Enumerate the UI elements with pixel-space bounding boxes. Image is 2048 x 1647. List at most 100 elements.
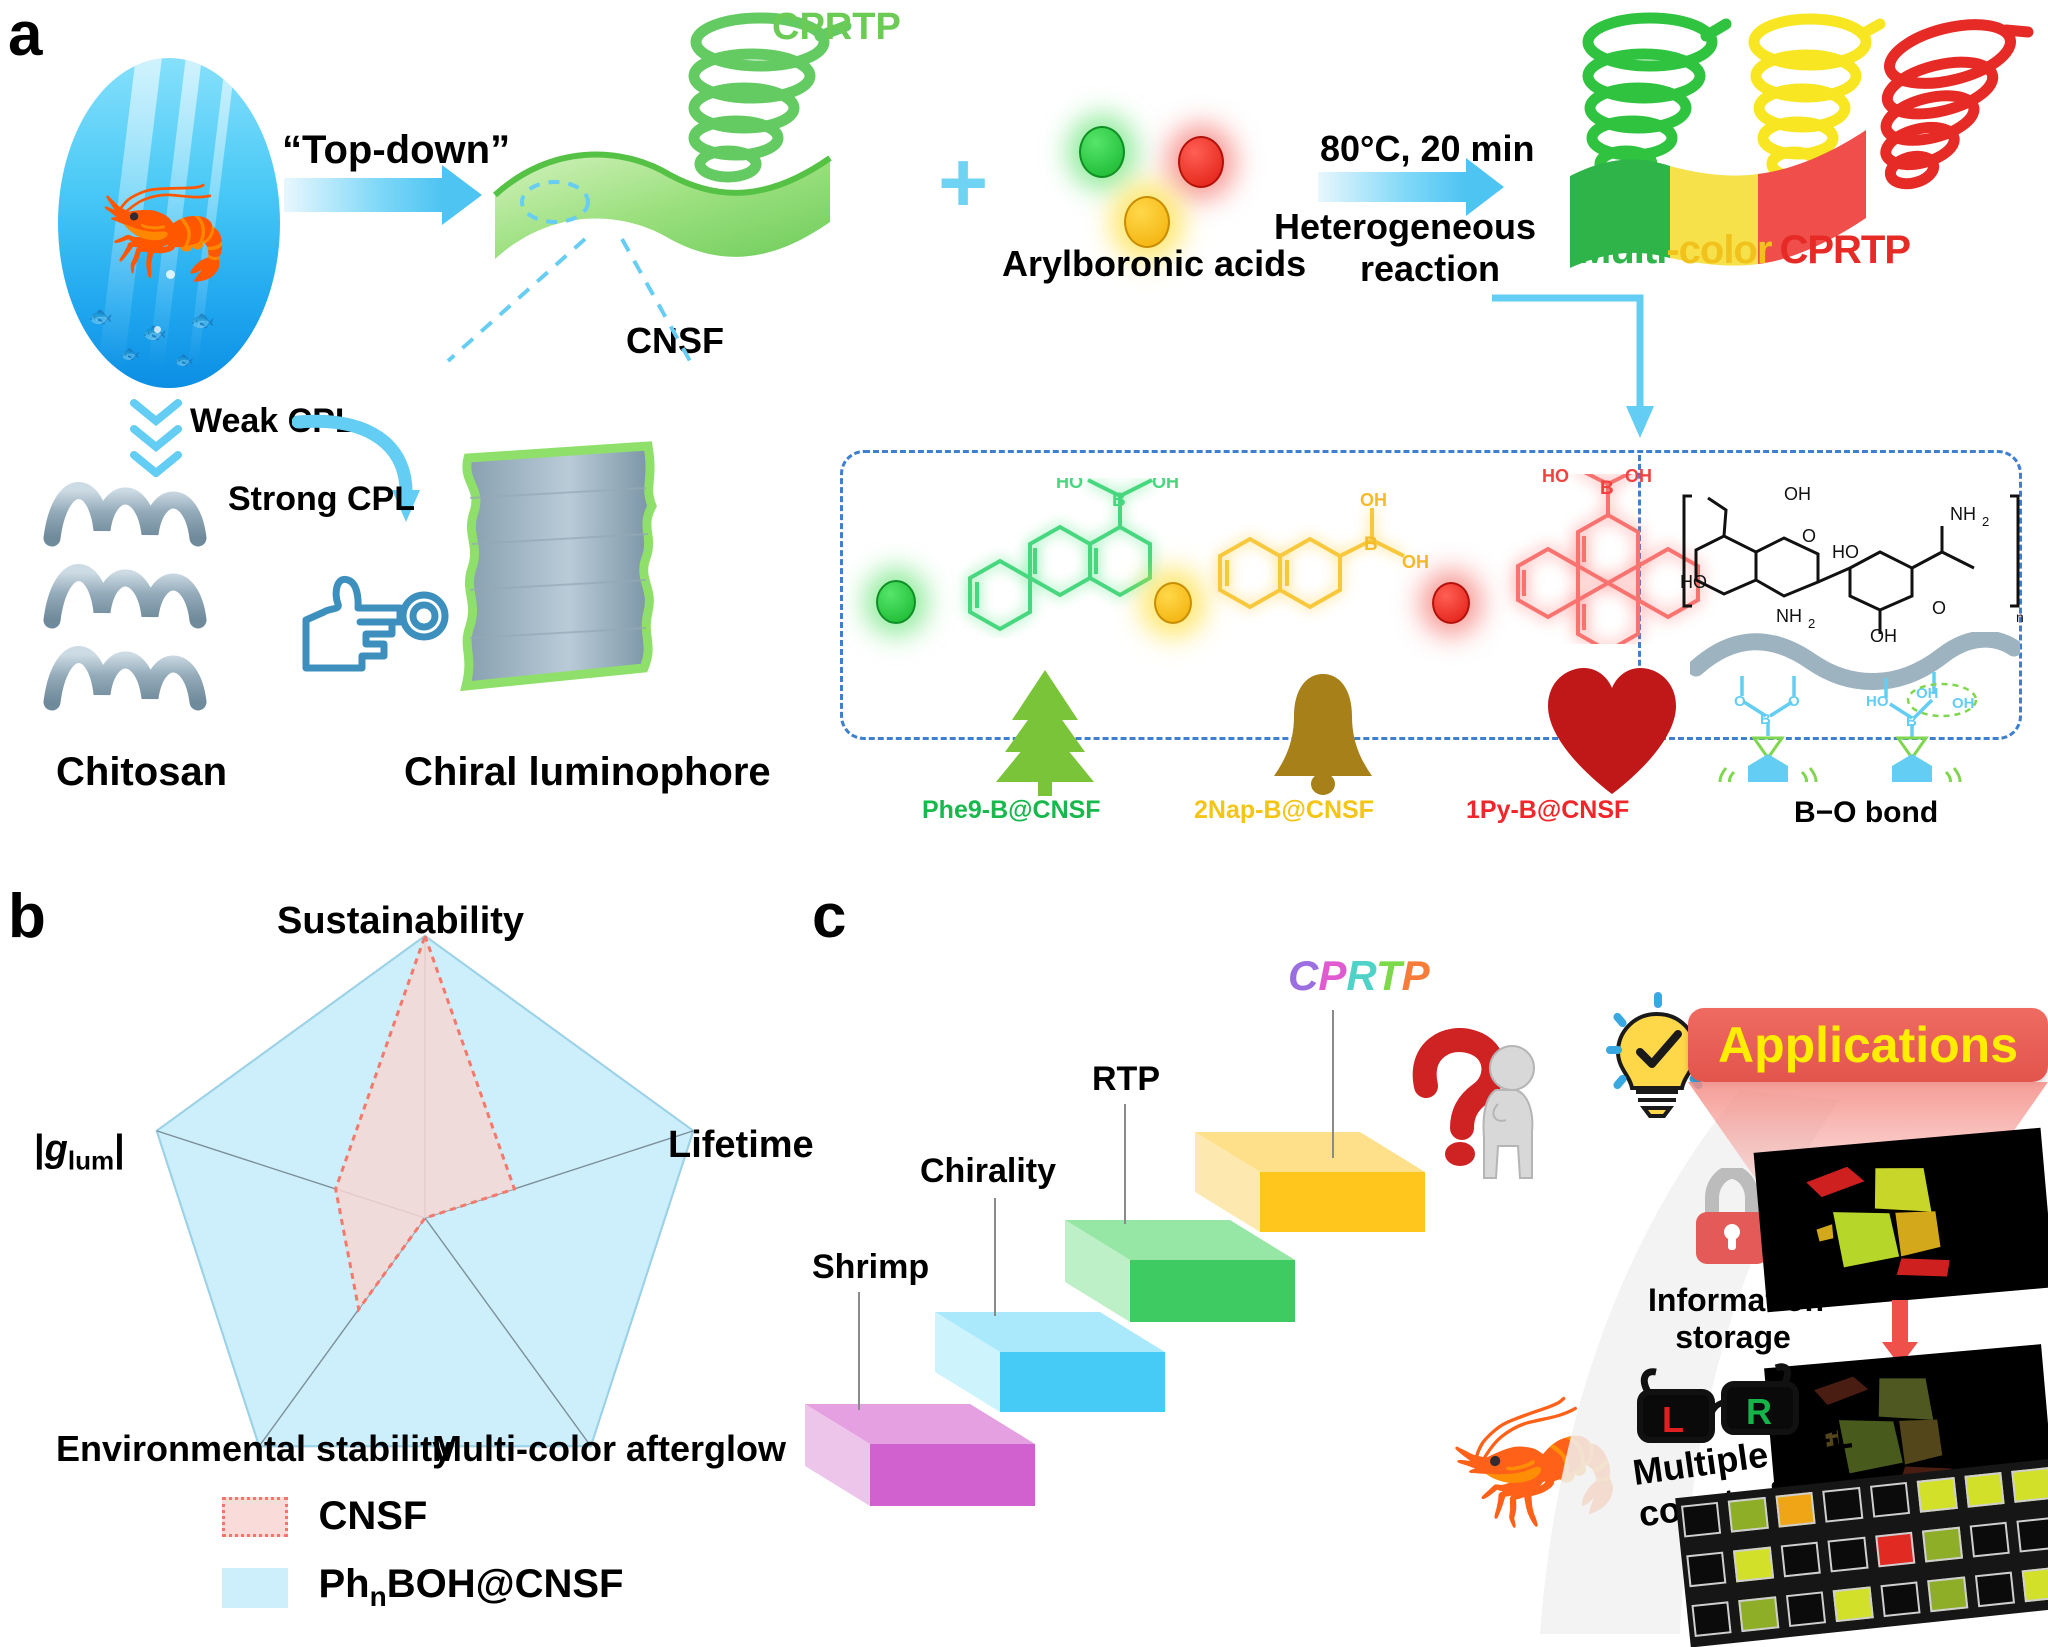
legend-item-cnsf: CNSF (222, 1494, 427, 1539)
grid-cell (1690, 1600, 1732, 1637)
svg-text:B: B (1364, 534, 1378, 555)
padlock-icon (1696, 1168, 1768, 1264)
step-block-shrimp (805, 1404, 1035, 1506)
product-dot-red (1432, 582, 1470, 624)
chiral-luminophore-stack (460, 441, 657, 692)
svg-text:O: O (1932, 598, 1946, 618)
svg-text:OH: OH (1402, 552, 1429, 572)
panel-b-letter: b (8, 882, 46, 951)
svg-text:HO: HO (1680, 572, 1707, 592)
cnsf-label: CNSF (626, 320, 724, 361)
product-label-1py: 1Py-B@CNSF (1466, 796, 1630, 824)
product-label-2nap: 2Nap-B@CNSF (1194, 796, 1374, 824)
legend-swatch-cnsf (222, 1496, 288, 1537)
reaction-type-line1: Heterogeneous (1274, 206, 1537, 247)
pyrene-ho-label: HO (1542, 466, 1569, 486)
svg-text:HO: HO (1832, 542, 1859, 562)
multicolor-cprtp-wordmark: Multi-color CPRTP (1578, 228, 1911, 273)
svg-text:OH: OH (1360, 492, 1387, 510)
radar-axis-label-env-stability: Environmental stability (56, 1428, 453, 1469)
red-emitter-dot (1178, 136, 1224, 188)
information-storage-line2: storage (1675, 1318, 1791, 1355)
cprtp-label: CPRTP (772, 6, 901, 48)
grid-cell (1963, 1471, 2005, 1508)
step-label-rtp: RTP (1092, 1060, 1160, 1098)
grid-cell (1921, 1526, 1963, 1562)
grid-cell (1785, 1590, 1827, 1627)
heart-icon (1548, 668, 1676, 794)
radar-axis-label-afterglow: Multi-color afterglow (432, 1428, 786, 1469)
thinking-person-with-question (1412, 1028, 1535, 1179)
down-arrow-icon (1882, 1300, 1918, 1366)
strong-cpl-label: Strong CPL (228, 480, 415, 518)
tree-icon (996, 670, 1094, 796)
grid-cell (1685, 1551, 1727, 1587)
grid-cell (1732, 1546, 1774, 1582)
pointing-hand-icon (302, 576, 449, 672)
top-down-arrow-shaft (284, 178, 442, 212)
staircase-blocks (805, 1132, 1425, 1506)
product-label-phe9: Phe9-B@CNSF (922, 796, 1101, 824)
grid-cell (1727, 1496, 1769, 1533)
cnsf-sheet (492, 151, 832, 259)
products-dashed-container (840, 450, 2022, 740)
top-down-arrow-head (442, 165, 482, 225)
multicolor-word-color: -color (1666, 228, 1772, 272)
grid-cell (1879, 1580, 1921, 1617)
svg-text:2: 2 (1808, 616, 1815, 631)
legend-swatch-phnboh (222, 1567, 288, 1608)
pyrene-boronic-acid-structure: B (1516, 474, 1700, 644)
phenanthrene-boronic-acid-structure: B HO OH (968, 478, 1179, 632)
glasses-left-letter: L (1662, 1399, 1684, 1440)
svg-text:NH: NH (1950, 504, 1976, 524)
legend-label-cnsf: CNSF (318, 1494, 428, 1538)
radar-axis-label-sustainability: Sustainability (277, 900, 525, 942)
svg-text:B: B (1600, 478, 1614, 499)
grid-cell (1822, 1486, 1863, 1523)
shrimp-habitat-illustration: 🦐 🐟 🐟 🐟 🐟 🐟 (58, 58, 280, 388)
leader-shrimp (858, 1292, 860, 1410)
step-block-rtp (1065, 1220, 1295, 1322)
grid-cell (1874, 1531, 1916, 1567)
svg-text:2: 2 (1982, 514, 1989, 529)
bell-icon (1274, 674, 1372, 795)
chitosan-polymer-structure: OH HO O NH 2 HO NH 2 O OH n (1680, 484, 2024, 646)
plus-symbol: + (938, 135, 989, 231)
applications-banner: Applications (1688, 1008, 2048, 1082)
grid-cell (1680, 1501, 1722, 1538)
legend-label-phnboh: PhnBOH@CNSF (318, 1562, 624, 1612)
naphthalene-boronic-acid-structure: B OH OH (1218, 492, 1429, 610)
zoom-connector-lines (446, 237, 692, 363)
weak-to-strong-arrow (292, 414, 420, 522)
green-emitter-dot (1079, 126, 1125, 178)
grid-cell (1774, 1491, 1816, 1528)
leader-cprtp (1332, 1010, 1334, 1158)
radar-chart (30, 900, 820, 1620)
leader-rtp (1124, 1104, 1126, 1224)
chiral-luminophore-label: Chiral luminophore (404, 750, 771, 794)
svg-text:O: O (1802, 526, 1816, 546)
multicolor-word-multi: Multi (1578, 228, 1667, 272)
reaction-arrow-shaft (1318, 172, 1466, 202)
step-block-cprtp (1195, 1132, 1425, 1232)
radar-axis-label-lifetime: Lifetime (668, 1124, 814, 1166)
afterglow-photo-bright (1753, 1127, 2048, 1313)
reaction-arrow-head (1466, 158, 1504, 216)
svg-text:O: O (1734, 693, 1746, 710)
svg-text:OH: OH (1784, 484, 1811, 504)
reaction-type-line2: reaction (1360, 248, 1501, 289)
multicolor-cprtp-illustration (1570, 12, 2034, 268)
person-icon (1482, 1045, 1535, 1179)
chitosan-label: Chitosan (56, 750, 228, 794)
svg-text:B: B (1906, 713, 1917, 730)
svg-text:OH: OH (1870, 626, 1897, 646)
legend-item-phnboh: PhnBOH@CNSF (222, 1562, 623, 1613)
grid-cell (1827, 1536, 1869, 1572)
step-block-chirality (935, 1312, 1165, 1412)
grid-cell (1832, 1585, 1874, 1622)
grid-cell (1974, 1570, 2016, 1607)
grid-cell (2021, 1566, 2048, 1602)
svg-text:n: n (2016, 609, 2024, 625)
radar-series-cnsf (334, 931, 517, 1313)
